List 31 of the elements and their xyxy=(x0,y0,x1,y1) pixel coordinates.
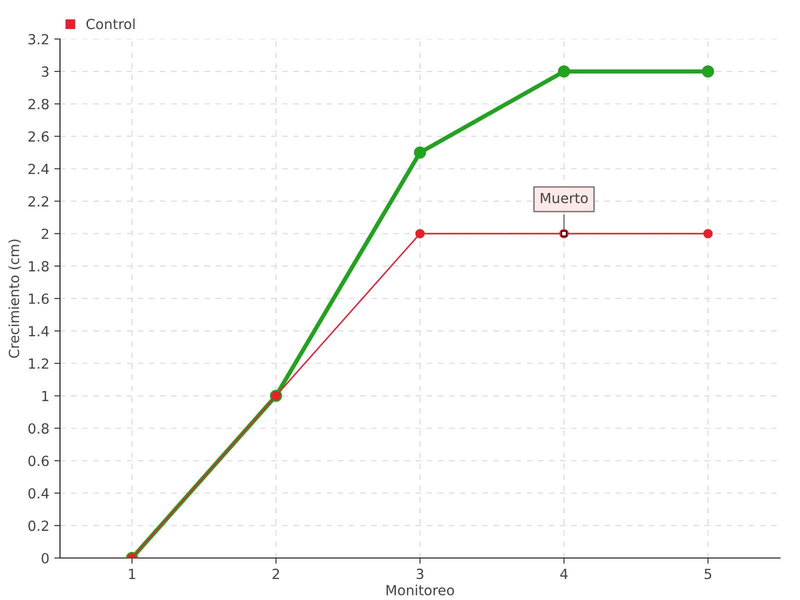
y-tick-label: 1.6 xyxy=(29,293,49,304)
y-tick-label: 1 xyxy=(42,390,48,402)
point xyxy=(558,65,570,78)
y-tick-label: 2 xyxy=(42,228,48,239)
x-tick-label: 3 xyxy=(416,568,424,580)
y-tick-label: 2.8 xyxy=(28,98,49,110)
y-tick-label: 0 xyxy=(42,552,49,564)
y-tick-label: 0.4 xyxy=(28,488,49,499)
x-axis-title: Monitoreo xyxy=(386,584,454,596)
point xyxy=(415,228,425,238)
y-tick-label: 2.6 xyxy=(28,131,49,142)
y-tick-label: 2.4 xyxy=(28,164,49,174)
y-axis-title: Crecimiento (cm) xyxy=(8,240,21,358)
x-tick-label: 1 xyxy=(129,568,136,579)
y-tick-label: 2.2 xyxy=(28,196,48,206)
y-tick-label: 1.2 xyxy=(29,358,48,369)
y-tick-label: 3 xyxy=(42,66,48,77)
y-tick-label: 1.4 xyxy=(29,326,49,336)
x-tick-label: 5 xyxy=(704,568,712,580)
y-tick-label: 3.2 xyxy=(28,34,48,44)
y-tick-label: 0.6 xyxy=(28,456,49,466)
x-tick-label: 2 xyxy=(272,568,280,579)
legend-label: Control xyxy=(86,18,135,30)
y-tick-label: 0.8 xyxy=(28,423,49,434)
point xyxy=(414,146,426,159)
annotation: Muerto xyxy=(540,192,588,204)
x-tick-label: 4 xyxy=(560,568,568,579)
point xyxy=(703,228,713,238)
y-tick-label: 1.8 xyxy=(29,261,49,272)
point xyxy=(702,65,714,78)
y-tick-label: 0.2 xyxy=(28,520,48,532)
